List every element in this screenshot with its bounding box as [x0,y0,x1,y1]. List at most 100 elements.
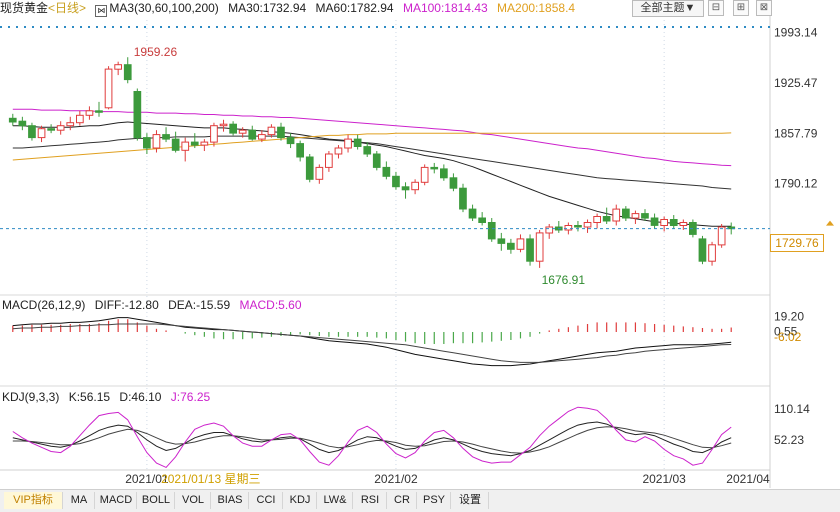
symbol-name: 现货黄金 [0,1,49,15]
candle-down [487,222,496,240]
candle-up [612,208,621,222]
tab-lw[interactable]: LW& [318,492,353,509]
candle-down [727,226,736,230]
candle-down [229,123,238,134]
candle-down [440,168,448,179]
candle-down [382,166,391,177]
candle-down [47,128,55,131]
candle-up [104,68,113,109]
x-axis-label: 2021/02 [374,472,418,486]
theme-dropdown-button[interactable]: 全部主题▼ [632,0,704,17]
candle-up [56,125,65,131]
candle-up [593,216,601,223]
macd-legend-name[interactable]: MACD(26,12,9) [2,298,86,312]
candle-down [248,129,257,140]
tab-rsi[interactable]: RSI [354,492,387,509]
candle-down [28,125,36,139]
macd-line-dea [12,323,732,363]
candle-down [171,138,180,151]
indicator-tab-bar: VIP指标 MA MACD BOLL VOL BIAS CCI KDJ LW& … [0,489,840,512]
candle-down [286,137,295,145]
candle-down [478,217,486,223]
candle-down [296,143,304,158]
candle-up [420,166,429,183]
tab-cci[interactable]: CCI [250,492,283,509]
candle-down [468,208,477,219]
candle-down [401,186,410,191]
candle-up [708,244,716,262]
ma-indicator-name[interactable]: MA3(30,60,100,200) [109,1,219,15]
chart-header: 现货黄金<日线> ⋈ MA3(30,60,100,200) MA30:1732.9… [0,0,780,18]
candle-up [315,166,324,180]
candle-up [152,134,161,149]
ma-line-ma30 [12,121,732,227]
kdj-k-value: K:56.15 [68,390,111,404]
candle-up [76,114,84,124]
candle-up [631,213,640,219]
tab-bias[interactable]: BIAS [212,492,249,509]
candle-down [363,146,372,155]
candle-down [162,134,170,140]
x-axis-label: 2021/04 [726,472,770,486]
ma200-value: MA200:1858.4 [497,1,576,15]
candle-up [411,181,419,191]
candle-down [602,216,611,222]
ma-line-ma200 [12,132,732,161]
ma-indicator-icon: ⋈ [95,5,108,17]
candle-down [526,238,534,262]
candle-down [497,238,506,244]
candle-up [679,222,688,226]
candle-up [238,129,247,134]
ma-line-ma60 [12,135,732,190]
tab-boll[interactable]: BOLL [138,492,175,509]
candle-up [344,138,352,149]
main-y-tick: 1993.14 [774,26,818,40]
ma-line-ma100 [12,108,732,167]
candle-up [210,125,218,143]
candle-down [669,219,678,226]
x-axis-label: 2021/03 [642,472,686,486]
tab-cr[interactable]: CR [388,492,417,509]
macd-y-tick: 0.55 [774,325,798,339]
candle-up [267,126,276,136]
candle-down [277,126,285,139]
macd-y-tick: -6.02 [774,330,802,344]
candle-down [698,238,707,262]
candle-up [258,134,266,140]
period-selector[interactable]: <日线> [48,1,87,15]
kdj-legend-name[interactable]: KDJ(9,3,3) [2,390,60,404]
candle-down [641,213,649,219]
tab-vol[interactable]: VOL [176,492,211,509]
macd-line-diff [12,317,732,367]
main-y-tick: 1857.79 [774,126,818,140]
minimize-window-icon[interactable]: ⊟ [708,0,724,16]
candle-down [430,166,439,170]
tab-kdj[interactable]: KDJ [284,492,317,509]
candle-down [574,225,582,228]
tab-vip[interactable]: VIP指标 [4,492,63,509]
candle-up [564,225,573,231]
candle-up [545,226,554,234]
tab-macd[interactable]: MACD [96,492,137,509]
candle-up [219,123,228,127]
tab-ma[interactable]: MA [64,492,95,509]
last-price-tag: 1729.76 [770,234,824,252]
ma100-value: MA100:1814.43 [402,1,488,15]
tab-settings[interactable]: 设置 [452,492,489,509]
x-axis-label: 2021/01 [125,472,169,486]
ma30-value: MA30:1732.94 [228,1,307,15]
low-price-annotation: 1676.91 [542,273,586,287]
kdj-y-tick: 110.14 [774,402,810,416]
last-price-marker-icon [826,220,834,226]
close-window-icon[interactable]: ⊠ [756,0,772,16]
ma60-value: MA60:1782.94 [315,1,394,15]
kdj-line-k [12,421,732,457]
candle-up [181,141,190,151]
tab-psy[interactable]: PSY [418,492,451,509]
kdj-j-value: J:76.25 [170,390,211,404]
kdj-line-d [12,426,732,454]
candle-down [190,141,199,146]
main-y-tick: 1925.47 [774,76,818,90]
maximize-window-icon[interactable]: ⊞ [733,0,749,16]
